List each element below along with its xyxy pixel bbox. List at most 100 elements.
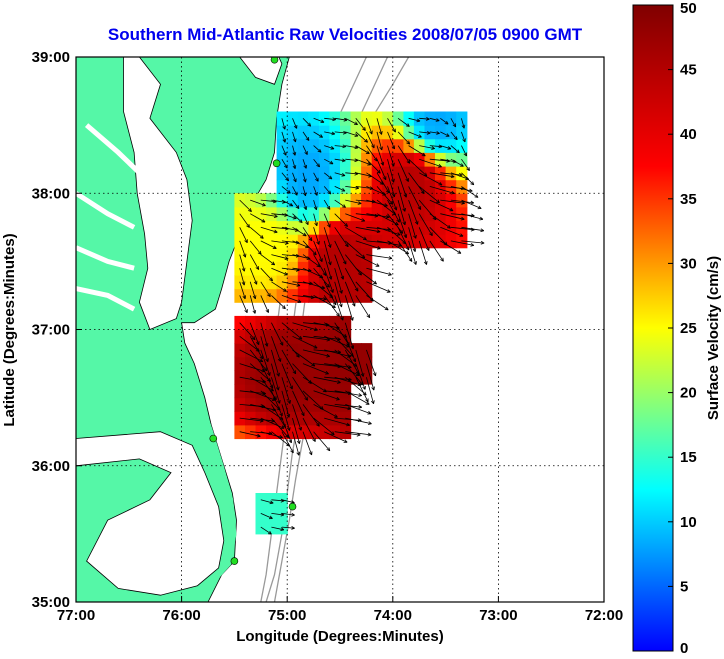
velocity-vector [450, 145, 460, 154]
velocity-vector [440, 131, 450, 137]
velocity-vector-head [293, 125, 297, 129]
velocity-vector-head [274, 229, 278, 233]
velocity-vector [281, 377, 291, 404]
colorbar-tick-label: 20 [680, 385, 697, 402]
velocity-vector-head [378, 169, 381, 174]
velocity-vector [429, 145, 442, 148]
velocity-vector [355, 240, 381, 250]
velocity-vector-head [470, 200, 475, 204]
velocity-vector-head [413, 261, 417, 265]
velocity-vector-head [330, 275, 333, 280]
velocity-vector-head [401, 229, 404, 234]
velocity-vector [302, 240, 317, 256]
velocity-vector [345, 199, 362, 204]
velocity-vector [271, 336, 281, 362]
velocity-vector-head [281, 307, 286, 310]
velocity-vector-head [282, 202, 286, 204]
velocity-vector-head [316, 241, 320, 245]
velocity-vector-head [291, 514, 295, 517]
velocity-vector-head [354, 288, 359, 292]
velocity-vector [302, 186, 306, 196]
pamlico-sound [76, 431, 225, 596]
velocity-vector-head [377, 229, 381, 233]
velocity-vector [302, 295, 327, 300]
velocity-vector-head [466, 176, 469, 180]
velocity-vector-head [466, 168, 470, 171]
velocity-vector [355, 377, 369, 403]
velocity-vector-head [301, 413, 305, 417]
velocity-vector-head [304, 398, 308, 401]
velocity-vector-head [365, 399, 369, 403]
velocity-vector-head [244, 240, 248, 244]
velocity-vector [250, 213, 266, 223]
velocity-vector-head [472, 181, 475, 185]
velocity-vector [324, 431, 348, 443]
velocity-vector [260, 226, 278, 233]
velocity-vector-head [328, 283, 330, 288]
velocity-vector-head [344, 333, 348, 338]
velocity-vector [260, 513, 273, 519]
velocity-vector [397, 159, 409, 182]
velocity-vector-head [303, 206, 307, 210]
velocity-vector [366, 158, 381, 174]
velocity-vector [387, 159, 395, 183]
colorbar-tick-label: 25 [680, 320, 697, 337]
velocity-vector-head [391, 163, 395, 167]
velocity-vector [239, 227, 248, 243]
velocity-vector-head [321, 285, 326, 289]
velocity-vector-head [396, 234, 401, 236]
velocity-vector-head [480, 240, 485, 244]
velocity-vector-head [271, 263, 275, 266]
velocity-vector [387, 131, 395, 150]
velocity-vector [323, 281, 337, 306]
velocity-vector-head [461, 125, 465, 129]
velocity-vector [323, 213, 331, 228]
velocity-vector-head [351, 303, 356, 307]
velocity-vector-head [448, 146, 452, 150]
map-area [76, 57, 604, 602]
velocity-vector-head [470, 242, 475, 246]
velocity-vector-head [280, 527, 285, 531]
velocity-vector-head [272, 261, 276, 265]
velocity-vector-head [426, 247, 430, 251]
velocity-vector-head [326, 339, 331, 342]
velocity-vector [355, 131, 368, 143]
velocity-vector [376, 199, 397, 216]
velocity-vector [334, 268, 343, 294]
velocity-vector-head [321, 406, 324, 410]
velocity-vector [313, 281, 334, 299]
velocity-vector-head [361, 381, 364, 386]
velocity-vector [313, 240, 323, 262]
velocity-vector [461, 131, 466, 143]
velocity-vector [366, 349, 376, 377]
velocity-vector-head [341, 160, 346, 163]
velocity-vector-head [370, 400, 374, 405]
velocity-vector [376, 118, 382, 135]
velocity-vector-head [342, 132, 347, 135]
velocity-vector-head [291, 526, 295, 529]
velocity-vector [260, 431, 283, 438]
velocity-vector-head [478, 205, 482, 209]
velocity-vector [440, 145, 452, 150]
velocity-vector-head [296, 440, 300, 444]
velocity-vector-head [405, 247, 410, 251]
velocity-vector-head [384, 309, 389, 311]
velocity-vector-head [367, 150, 370, 154]
velocity-vector-head [319, 148, 322, 153]
velocity-vector-head [303, 232, 307, 237]
velocity-vector [355, 363, 366, 390]
velocity-vector [281, 349, 297, 375]
velocity-vector [366, 295, 389, 311]
velocity-vector-head [452, 124, 456, 128]
velocity-vector-head [262, 391, 266, 394]
velocity-vector-head [261, 235, 264, 239]
velocity-vector [313, 322, 340, 329]
velocity-vector-head [241, 268, 245, 272]
velocity-vector [271, 226, 289, 230]
velocity-vector [408, 145, 426, 157]
chart-title: Southern Mid-Atlantic Raw Velocities 200… [108, 25, 583, 44]
velocity-vector [271, 404, 286, 428]
velocity-vector-head [371, 199, 376, 203]
velocity-vector [345, 226, 367, 241]
